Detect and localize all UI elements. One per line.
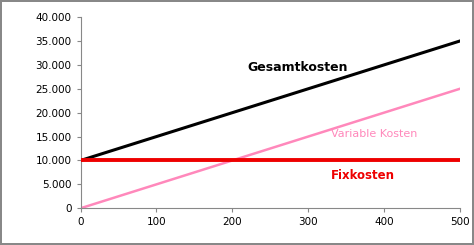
Text: Fixkosten: Fixkosten xyxy=(331,169,395,182)
Text: Gesamtkosten: Gesamtkosten xyxy=(247,61,348,74)
Text: Variable Kosten: Variable Kosten xyxy=(331,129,417,139)
